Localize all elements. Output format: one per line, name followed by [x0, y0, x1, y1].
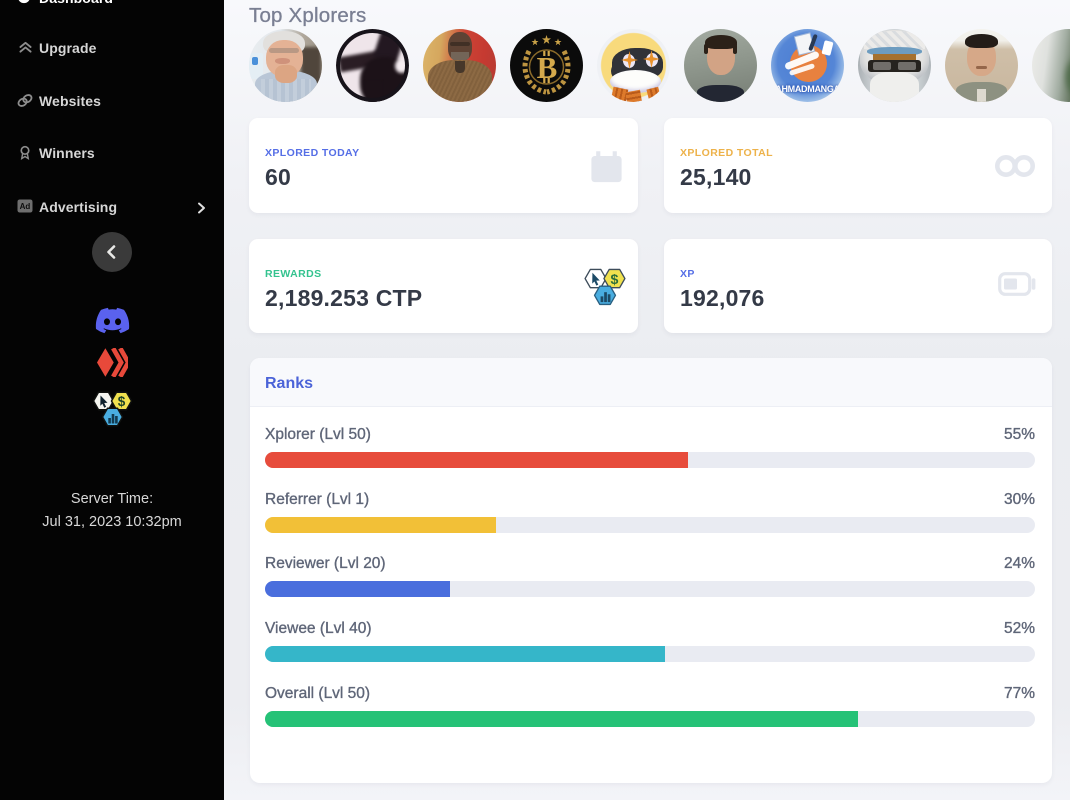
- svg-text:$: $: [117, 394, 125, 409]
- svg-text:B: B: [537, 50, 558, 85]
- svg-text:$: $: [610, 271, 618, 287]
- svg-text:Ad: Ad: [20, 202, 31, 211]
